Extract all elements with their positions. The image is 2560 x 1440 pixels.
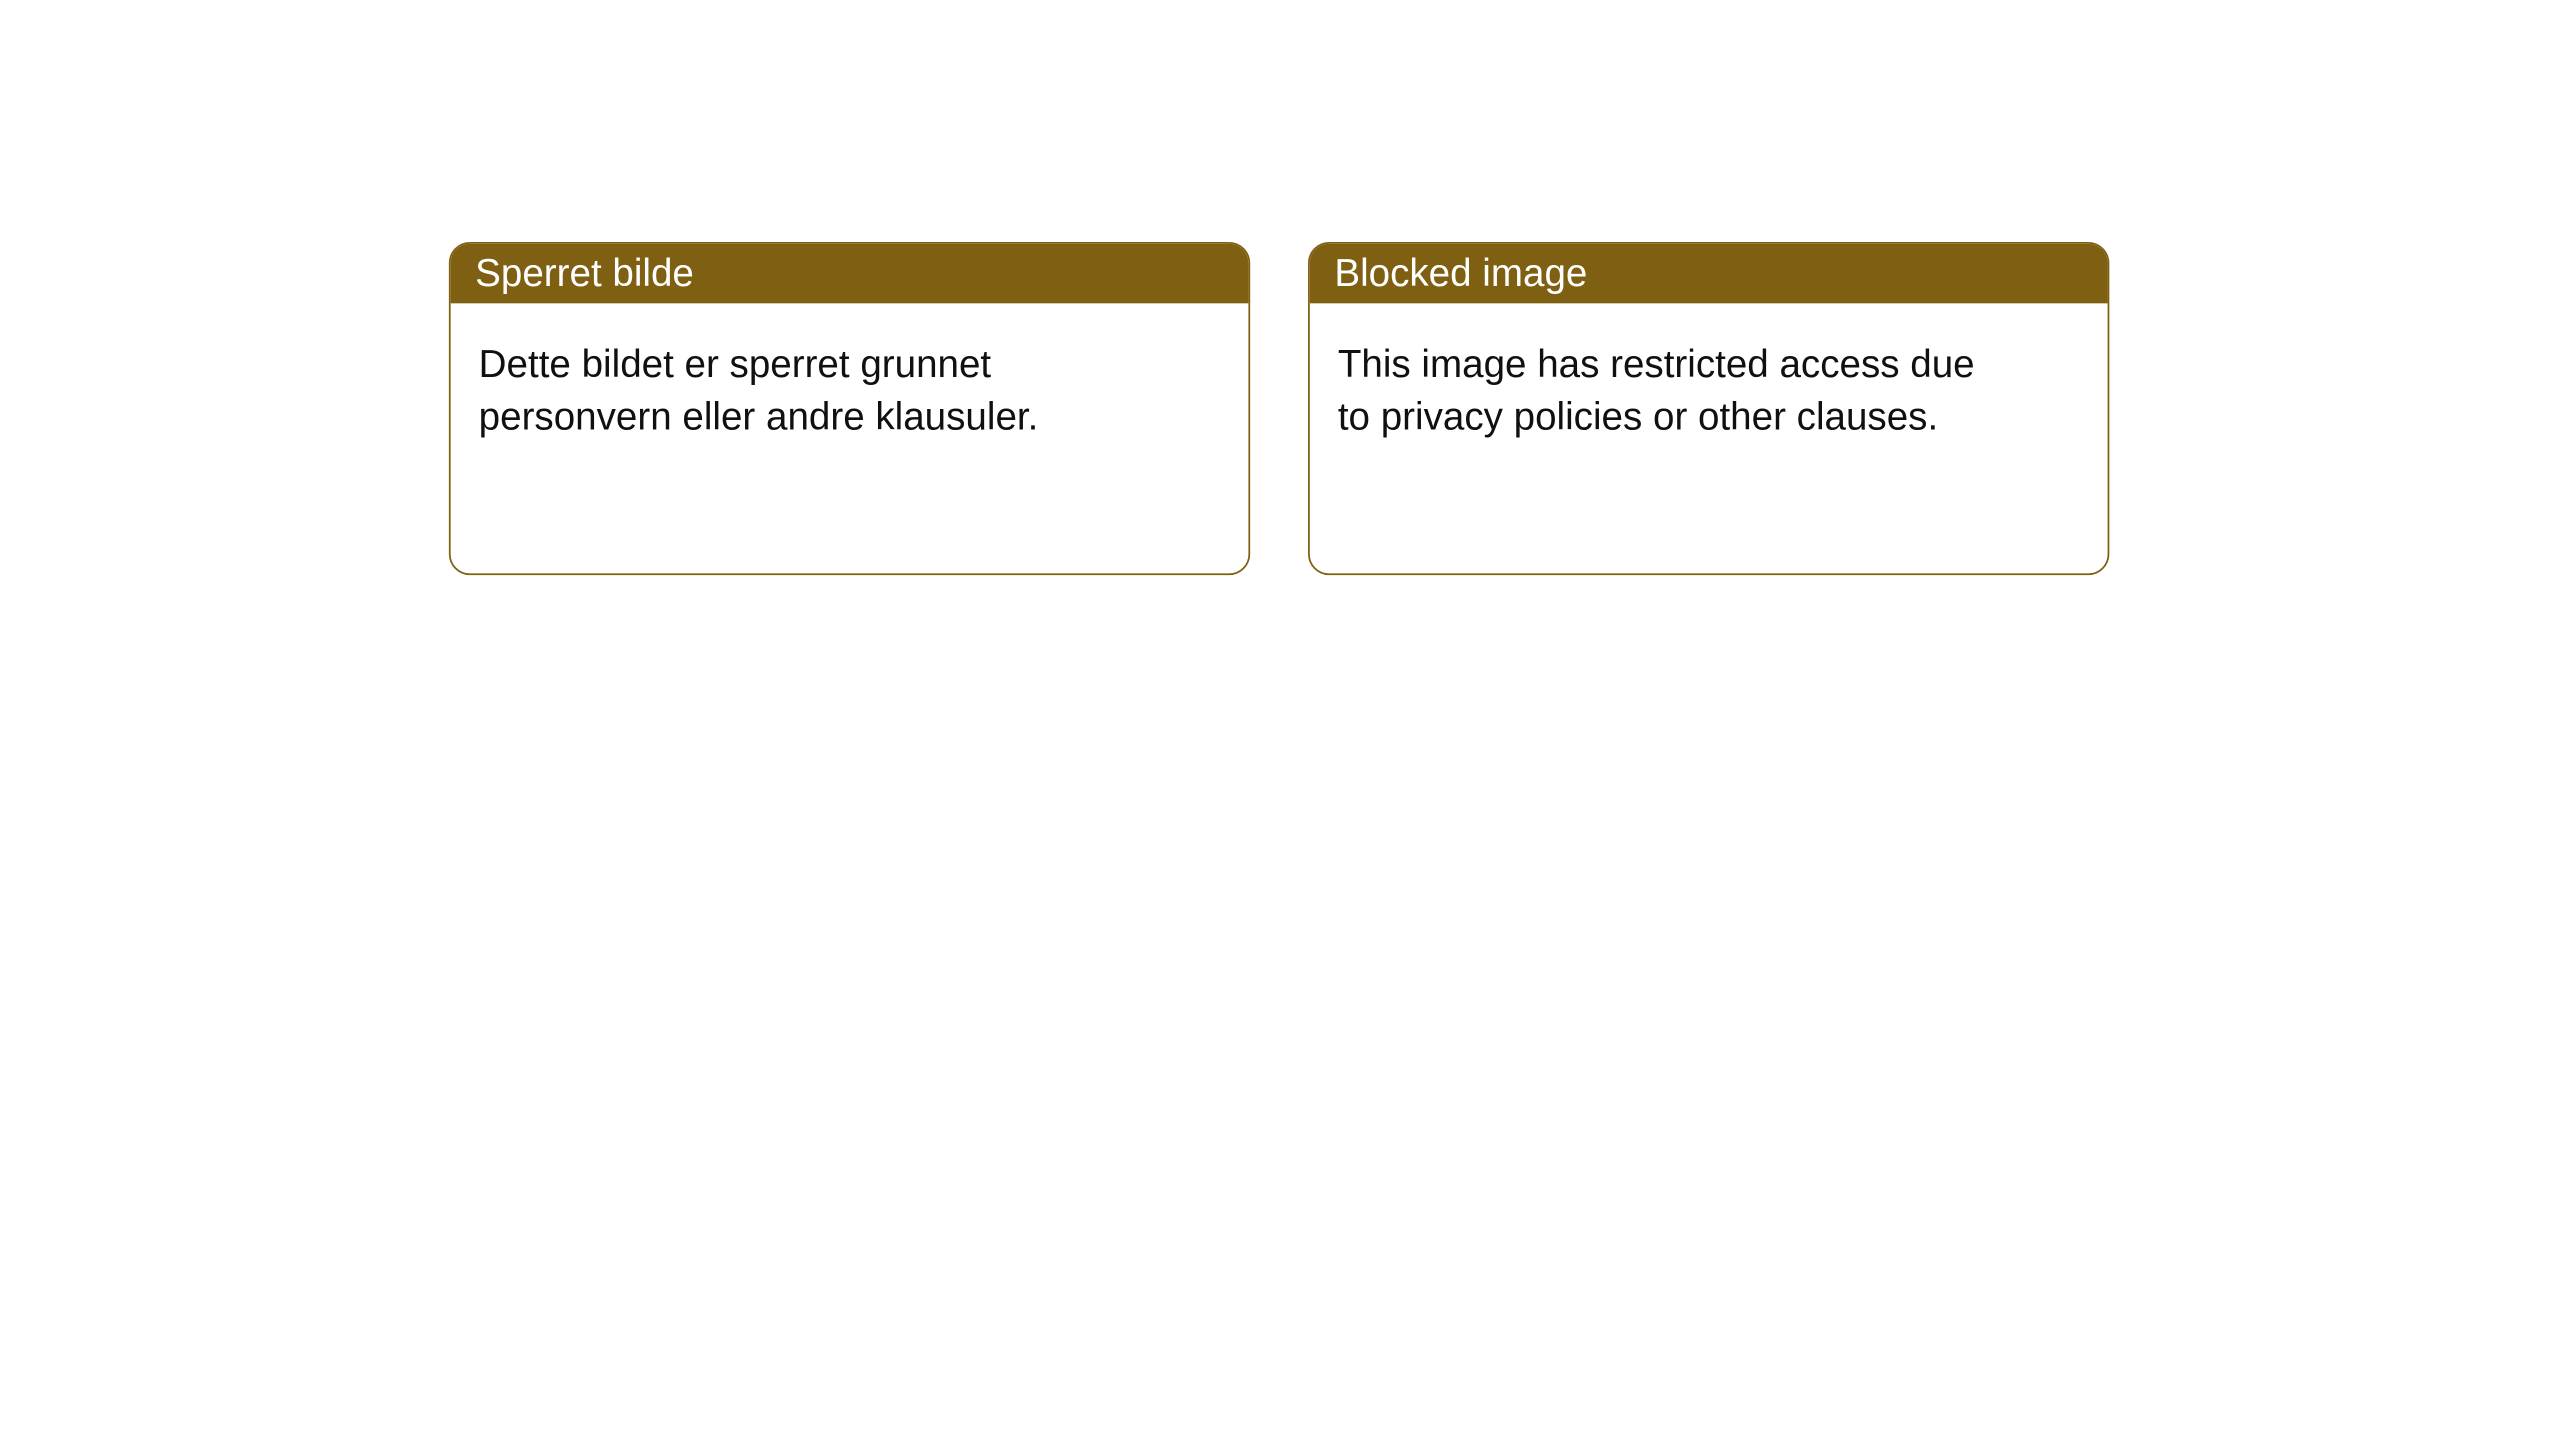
blocked-image-card-en: Blocked image This image has restricted … [1308,242,2109,575]
page-canvas: Sperret bilde Dette bildet er sperret gr… [0,0,2560,1438]
card-header-en: Blocked image [1310,244,2108,304]
card-body-no: Dette bildet er sperret grunnet personve… [451,303,1152,573]
card-body-en: This image has restricted access due to … [1310,303,2011,573]
notice-cards: Sperret bilde Dette bildet er sperret gr… [449,242,2109,575]
card-header-no: Sperret bilde [451,244,1249,304]
blocked-image-card-no: Sperret bilde Dette bildet er sperret gr… [449,242,1250,575]
